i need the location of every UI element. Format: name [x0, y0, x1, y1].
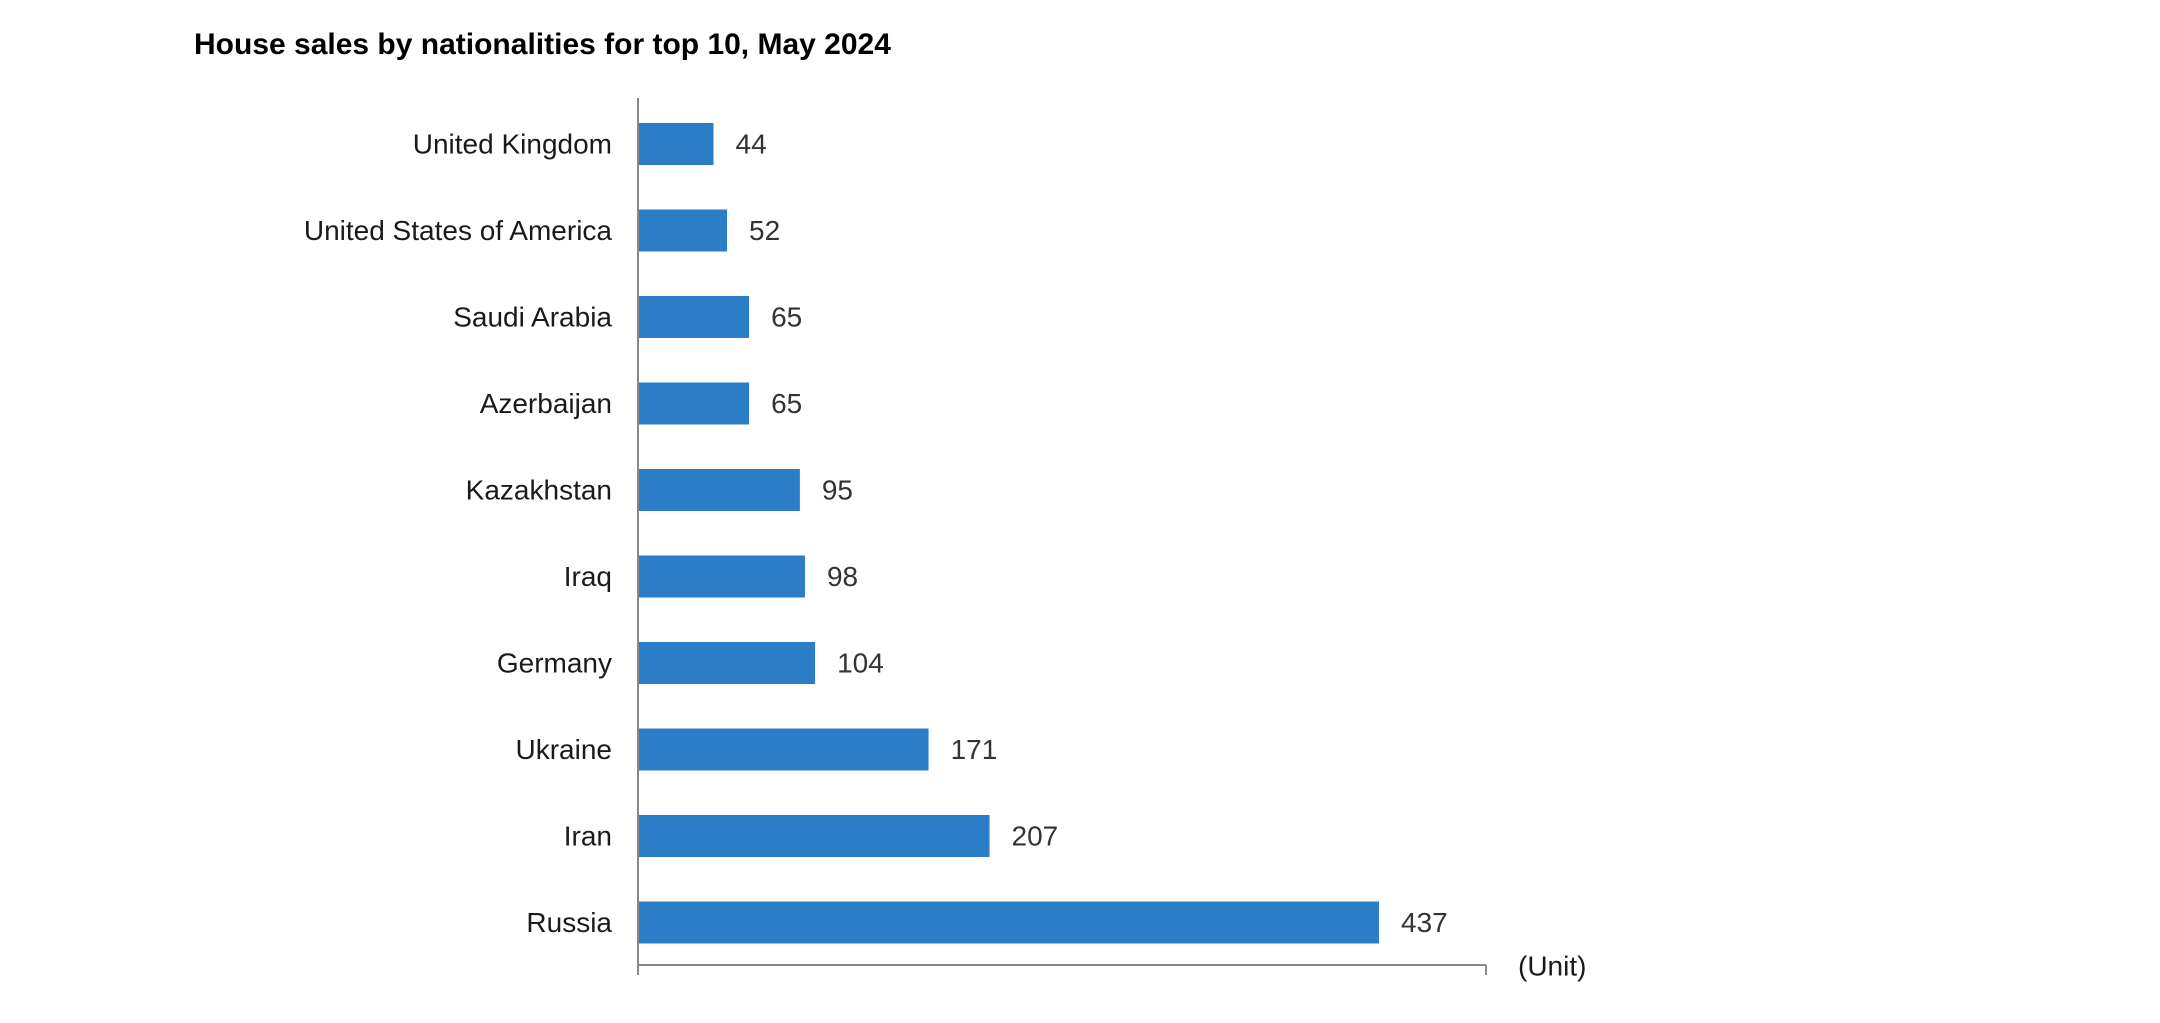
- bar: [639, 728, 929, 771]
- bar: [639, 382, 750, 425]
- category-label: United States of America: [304, 215, 613, 246]
- value-label: 437: [1401, 907, 1448, 938]
- value-label: 65: [771, 302, 802, 333]
- bar: [639, 901, 1379, 944]
- bar: [639, 296, 750, 338]
- category-label: United Kingdom: [413, 129, 612, 160]
- bar: [639, 642, 816, 684]
- bar: [639, 815, 990, 857]
- category-label: Saudi Arabia: [453, 302, 612, 333]
- category-label: Iraq: [564, 561, 612, 592]
- value-label: 95: [822, 475, 853, 506]
- chart-title: House sales by nationalities for top 10,…: [194, 28, 891, 61]
- value-label: 65: [771, 388, 802, 419]
- category-label: Russia: [526, 907, 612, 938]
- category-label: Kazakhstan: [466, 475, 612, 506]
- category-label: Ukraine: [516, 734, 612, 765]
- chart-bars: [639, 123, 1379, 944]
- value-label: 171: [951, 734, 998, 765]
- value-label: 98: [827, 561, 858, 592]
- category-label: Germany: [497, 648, 612, 679]
- category-labels: United Kingdom United States of America Sa…: [304, 129, 613, 939]
- unit-label: (Unit): [1518, 951, 1586, 982]
- value-label: 44: [736, 129, 767, 160]
- value-label: 207: [1012, 821, 1059, 852]
- bar: [639, 555, 805, 598]
- category-label: Azerbaijan: [480, 388, 612, 419]
- bar: [639, 469, 800, 511]
- value-label: 104: [837, 648, 884, 679]
- category-label: Iran: [564, 821, 612, 852]
- value-labels: 44 52 65 65 95 98 104 171 207 437: [736, 129, 1448, 939]
- chart-axes: [637, 98, 1487, 975]
- bar: [639, 123, 714, 165]
- value-label: 52: [749, 215, 780, 246]
- bar: [639, 209, 728, 252]
